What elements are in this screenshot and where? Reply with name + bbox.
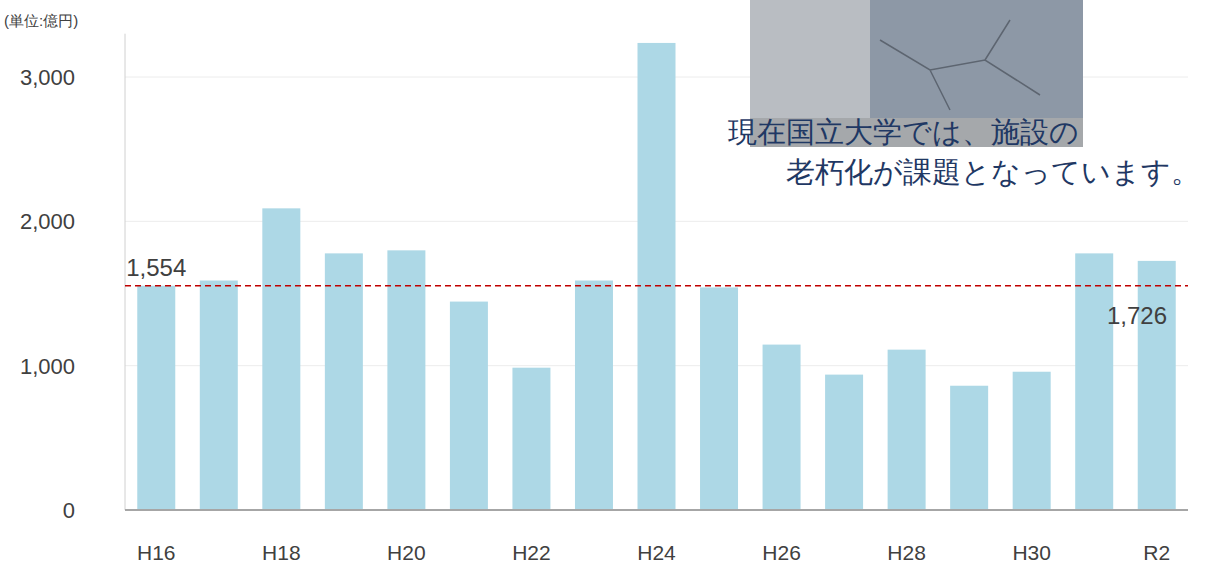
bar	[450, 302, 488, 510]
x-tick-label: H18	[262, 541, 301, 564]
bar	[200, 281, 238, 510]
y-tick-label: 3,000	[20, 65, 75, 90]
x-tick-label: H22	[512, 541, 551, 564]
bar	[1013, 372, 1051, 510]
y-tick-label: 1,000	[20, 354, 75, 379]
bar	[262, 208, 300, 510]
bar	[512, 368, 550, 510]
x-tick-label: H26	[762, 541, 801, 564]
y-axis-title: (単位:億円)	[4, 12, 78, 29]
bar	[700, 287, 738, 510]
bar	[575, 281, 613, 510]
x-tick-label: H30	[1012, 541, 1051, 564]
annotation: 1,554	[126, 254, 186, 281]
bar	[950, 386, 988, 510]
reference-line	[125, 285, 1188, 287]
bar	[1138, 261, 1176, 510]
callout-line: 現在国立大学では、施設の	[728, 116, 1079, 148]
bar	[825, 375, 863, 510]
bars	[125, 43, 1188, 510]
photo-crack	[880, 20, 1040, 110]
bar	[325, 253, 363, 510]
bar	[888, 350, 926, 510]
x-tick-label: H20	[387, 541, 426, 564]
chart: 0 1,000 2,000 3,000 H16 H18 H20 H22 H24 H26 H28 H30…	[0, 0, 1208, 565]
bar	[763, 345, 801, 510]
y-tick-label: 2,000	[20, 209, 75, 234]
annotation: 1,726	[1107, 302, 1167, 329]
x-tick-label: H16	[137, 541, 176, 564]
x-axis-line	[125, 509, 1188, 511]
x-tick-label: H24	[637, 541, 676, 564]
x-tick-label: R2	[1143, 541, 1170, 564]
bar	[387, 250, 425, 510]
bar	[1075, 253, 1113, 510]
bar	[638, 43, 676, 510]
y-tick-label: 0	[63, 498, 75, 523]
x-tick-label: H28	[887, 541, 926, 564]
bar	[137, 286, 175, 510]
callout-line: 老朽化が課題となっています。	[786, 156, 1200, 188]
